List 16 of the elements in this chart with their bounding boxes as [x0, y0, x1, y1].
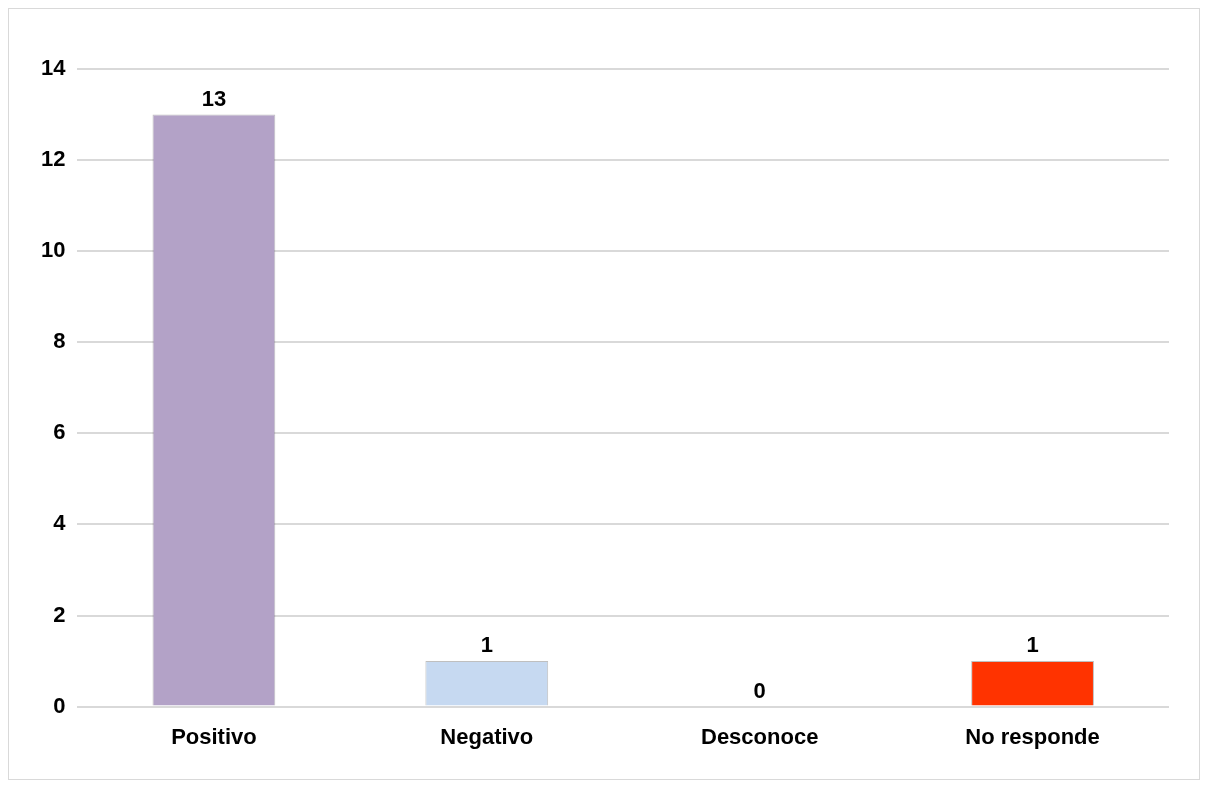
y-tick-label: 8 [53, 328, 66, 354]
y-tick-label: 0 [53, 692, 66, 718]
y-tick-label: 6 [53, 419, 66, 445]
data-label: 1 [480, 632, 493, 658]
y-tick-label: 10 [40, 237, 66, 263]
y-tick-label: 2 [53, 601, 66, 627]
y-tick-label: 12 [40, 146, 66, 172]
data-label: 13 [201, 85, 227, 111]
y-tick-label: 14 [40, 55, 67, 81]
y-tick-label: 4 [53, 510, 67, 536]
x-tick-label: No responde [965, 723, 1100, 749]
data-label: 1 [1026, 632, 1039, 658]
x-tick-label: Positivo [171, 723, 257, 749]
x-tick-label: Negativo [440, 723, 534, 749]
x-tick-label: Desconoce [700, 723, 819, 749]
data-label: 0 [753, 677, 766, 703]
